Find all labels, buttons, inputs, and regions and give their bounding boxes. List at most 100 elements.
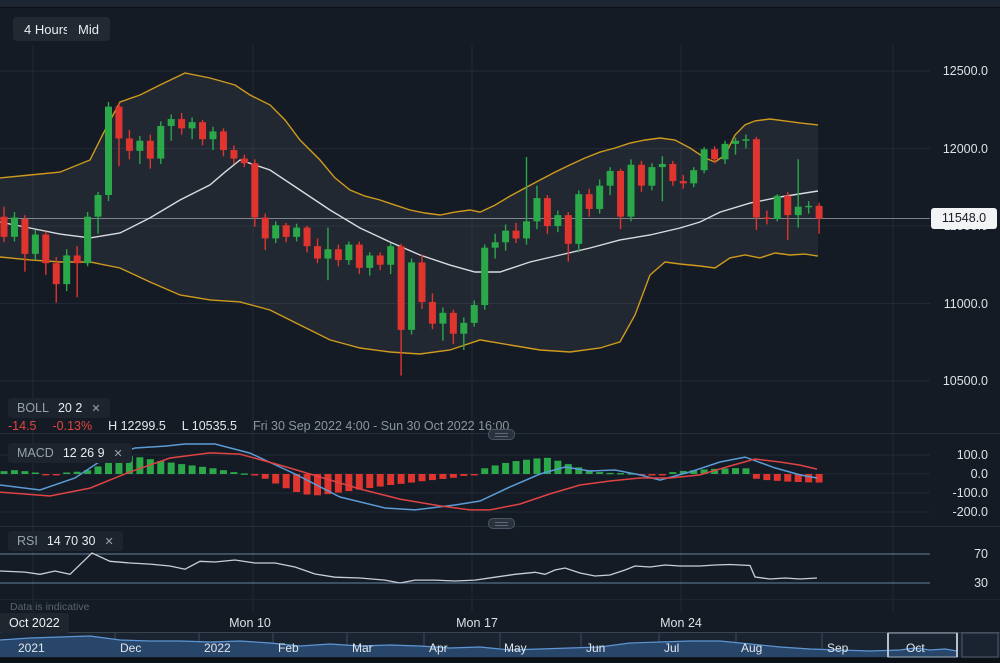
candles-layer: [0, 102, 823, 376]
macd-hist-bar: [815, 474, 823, 483]
candle-body: [491, 242, 499, 248]
macd-hist-bar: [669, 472, 677, 474]
macd-hist-bar: [261, 474, 269, 479]
candle-body: [0, 216, 8, 237]
candle-body: [648, 167, 656, 186]
macd-hist-bar: [115, 457, 123, 474]
candle-body: [460, 322, 468, 334]
macd-hist-bar: [491, 465, 499, 474]
macd-axis-label: -200.0: [952, 505, 988, 519]
macd-hist-bar: [502, 462, 510, 474]
macd-hist-bar: [606, 472, 614, 475]
macd-hist-bar: [324, 474, 332, 495]
candle-body: [84, 216, 92, 264]
navigator-month-label: Jun: [586, 641, 606, 655]
candle-body: [439, 312, 447, 324]
candle-body: [512, 230, 520, 239]
macd-hist-bar: [63, 472, 71, 474]
boll-close-icon[interactable]: ✕: [91, 402, 101, 415]
navigator-month-label: Oct: [906, 641, 925, 655]
macd-hist-bar: [146, 459, 154, 474]
session-low: L 10535.5: [181, 419, 237, 433]
macd-label: MACD: [17, 446, 54, 460]
macd-hist-bar: [585, 470, 593, 474]
candle-body: [230, 150, 238, 159]
macd-axis-label: 100.0: [956, 448, 988, 462]
candle-body: [146, 140, 154, 159]
macd-hist-bar: [167, 462, 175, 474]
candle-body: [428, 301, 436, 324]
rsi-axis-label: 30: [974, 576, 988, 590]
macd-hist-bar: [42, 474, 50, 476]
navigator-ghost-box: [961, 632, 999, 658]
macd-hist-bar: [397, 474, 405, 484]
candle-body: [679, 181, 687, 184]
macd-hist-bar: [439, 474, 447, 479]
candle-body: [784, 195, 792, 216]
main-grid: [0, 45, 930, 612]
macd-hist-bar: [251, 474, 259, 476]
candle-body: [470, 305, 478, 323]
macd-params: 12 26 9: [62, 446, 105, 460]
macd-hist-bar: [533, 458, 541, 474]
candle-body: [658, 164, 666, 168]
rsi-close-icon[interactable]: ✕: [104, 535, 114, 548]
candle-body: [543, 198, 551, 226]
candle-body: [240, 158, 248, 164]
macd-hist-bar: [732, 468, 739, 474]
macd-hist-bar: [596, 472, 604, 474]
macd-hist-bar: [617, 473, 625, 475]
rsi-indicator-badge[interactable]: RSI 14 70 30 ✕: [8, 531, 123, 551]
candle-body: [10, 217, 18, 237]
boll-indicator-badge[interactable]: BOLL 20 2 ✕: [8, 398, 110, 418]
visible-date-range: Fri 30 Sep 2022 4:00 - Sun 30 Oct 2022 1…: [252, 419, 510, 433]
macd-indicator-badge[interactable]: MACD 12 26 9 ✕: [8, 443, 132, 463]
macd-close-icon[interactable]: ✕: [113, 447, 123, 460]
candle-body: [136, 140, 144, 151]
macd-hist-bar: [355, 474, 363, 490]
bollinger-band: [0, 72, 819, 355]
candle-body: [502, 230, 510, 243]
price-axis-label: 10500.0: [942, 374, 988, 388]
price-type-button[interactable]: Mid: [67, 17, 110, 41]
current-price-value: 11548.0: [941, 211, 987, 226]
candle-body: [627, 164, 635, 217]
macd-hist-bar: [564, 464, 572, 474]
candle-body: [606, 170, 614, 186]
candle-body: [700, 149, 708, 171]
panel-divider: [0, 599, 1000, 600]
candle-body: [773, 195, 781, 220]
candle-body: [523, 221, 530, 239]
macd-panel: [0, 443, 930, 513]
macd-hist-bar: [773, 474, 781, 481]
navigator-month-label: Apr: [429, 641, 448, 655]
macd-hist-bar: [418, 474, 426, 482]
rsi-panel: [0, 552, 930, 584]
rsi-panel-resize-grip[interactable]: [488, 518, 515, 529]
date-axis-label: Mon 17: [456, 616, 498, 630]
navigator-month-label: Dec: [120, 641, 142, 655]
macd-hist-bar: [94, 466, 102, 474]
macd-hist-bar: [157, 461, 165, 474]
candle-body: [251, 163, 259, 218]
macd-hist-bar: [178, 464, 186, 474]
candle-body: [815, 205, 823, 219]
candle-body: [42, 234, 50, 264]
boll-label: BOLL: [17, 401, 49, 415]
macd-hist-bar: [763, 474, 771, 481]
candle-body: [732, 140, 739, 144]
candle-body: [794, 206, 802, 216]
macd-hist-bar: [554, 460, 562, 474]
candle-body: [63, 255, 71, 285]
macd-hist-bar: [794, 474, 802, 482]
candle-body: [188, 122, 196, 129]
boll-middle-band: [0, 159, 819, 273]
navigator[interactable]: [0, 632, 1000, 663]
macd-hist-bar: [575, 467, 583, 474]
macd-panel-resize-grip[interactable]: [488, 429, 515, 440]
macd-hist-bar: [449, 474, 457, 478]
price-axis-label: 11000.0: [943, 296, 988, 311]
macd-hist-bar: [366, 474, 374, 489]
